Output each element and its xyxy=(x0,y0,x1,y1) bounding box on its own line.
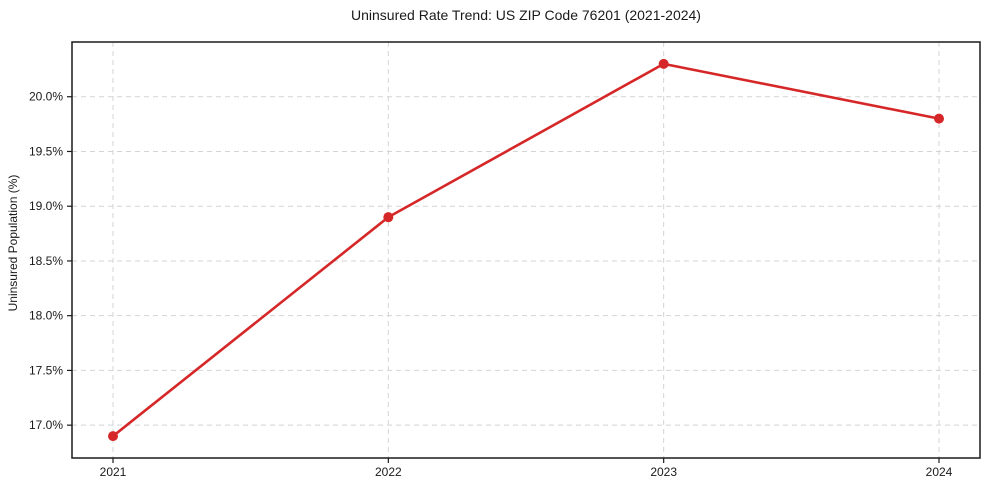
x-tick-label: 2023 xyxy=(650,465,677,479)
plot-border xyxy=(71,41,981,459)
x-tick-label: 2021 xyxy=(100,465,127,479)
data-point xyxy=(108,431,118,442)
data-point xyxy=(658,58,669,69)
x-tick-label: 2024 xyxy=(926,465,953,479)
chart-title: Uninsured Rate Trend: US ZIP Code 76201 … xyxy=(351,7,701,23)
data-point xyxy=(383,212,394,223)
y-tick-label: 19.0% xyxy=(29,199,63,213)
y-tick-label: 17.0% xyxy=(29,418,63,432)
y-tick-label: 18.0% xyxy=(29,309,63,323)
y-tick-label: 17.5% xyxy=(29,363,63,377)
y-tick-label: 20.0% xyxy=(29,90,63,104)
data-point xyxy=(934,113,944,124)
y-tick-label: 19.5% xyxy=(29,144,63,158)
trend-line xyxy=(111,62,941,438)
x-tick-label: 2022 xyxy=(375,465,402,479)
y-tick-label: 18.5% xyxy=(29,254,63,268)
